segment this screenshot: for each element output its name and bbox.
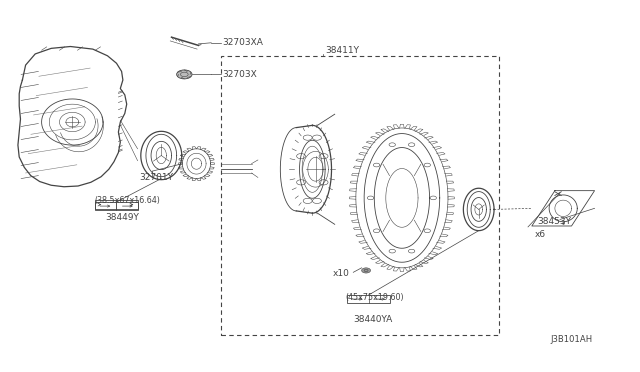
Bar: [221, 56, 499, 335]
Text: 38449Y: 38449Y: [106, 213, 140, 222]
Text: 38453Y: 38453Y: [538, 217, 572, 226]
Text: 38440YA: 38440YA: [353, 315, 392, 324]
Bar: [347, 295, 390, 303]
Text: 38411Y: 38411Y: [325, 46, 359, 55]
Bar: [95, 202, 138, 210]
Text: (45x75x19.60): (45x75x19.60): [346, 293, 404, 302]
Circle shape: [362, 268, 371, 273]
Text: 32701Y: 32701Y: [140, 173, 173, 182]
Text: 32703X: 32703X: [223, 70, 257, 79]
Circle shape: [177, 70, 192, 79]
Text: J3B101AH: J3B101AH: [550, 335, 593, 344]
Text: x6: x6: [534, 230, 545, 239]
Text: 32703XA: 32703XA: [223, 38, 264, 46]
Text: (38.5x67x16.64): (38.5x67x16.64): [95, 196, 161, 205]
Text: x10: x10: [333, 269, 349, 278]
Bar: [95, 200, 138, 209]
